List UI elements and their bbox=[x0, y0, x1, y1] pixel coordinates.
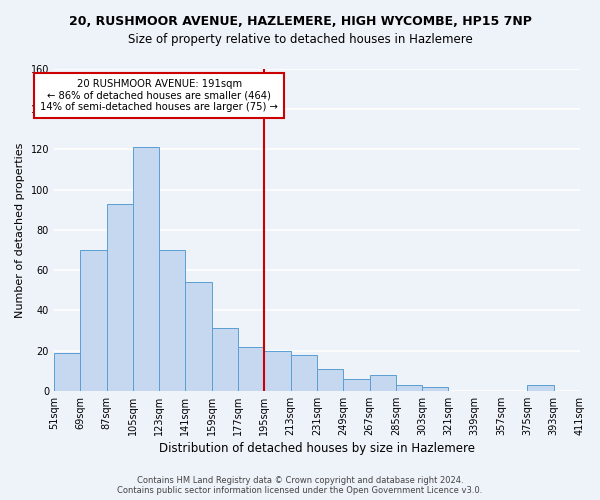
Bar bbox=[80, 250, 107, 391]
Bar bbox=[370, 374, 396, 391]
Bar bbox=[527, 385, 554, 391]
Y-axis label: Number of detached properties: Number of detached properties bbox=[15, 142, 25, 318]
Bar bbox=[290, 354, 317, 391]
Text: Contains HM Land Registry data © Crown copyright and database right 2024.
Contai: Contains HM Land Registry data © Crown c… bbox=[118, 476, 482, 495]
Bar bbox=[107, 204, 133, 391]
Text: Size of property relative to detached houses in Hazlemere: Size of property relative to detached ho… bbox=[128, 32, 472, 46]
Bar bbox=[396, 385, 422, 391]
Text: 20, RUSHMOOR AVENUE, HAZLEMERE, HIGH WYCOMBE, HP15 7NP: 20, RUSHMOOR AVENUE, HAZLEMERE, HIGH WYC… bbox=[68, 15, 532, 28]
Bar bbox=[343, 379, 370, 391]
Bar bbox=[317, 368, 343, 391]
Bar bbox=[185, 282, 212, 391]
Bar bbox=[159, 250, 185, 391]
Bar bbox=[133, 148, 159, 391]
Bar bbox=[54, 352, 80, 391]
Bar bbox=[238, 346, 265, 391]
Bar bbox=[265, 350, 290, 391]
X-axis label: Distribution of detached houses by size in Hazlemere: Distribution of detached houses by size … bbox=[159, 442, 475, 455]
Text: 20 RUSHMOOR AVENUE: 191sqm
← 86% of detached houses are smaller (464)
14% of sem: 20 RUSHMOOR AVENUE: 191sqm ← 86% of deta… bbox=[40, 79, 278, 112]
Bar bbox=[422, 387, 448, 391]
Bar bbox=[212, 328, 238, 391]
